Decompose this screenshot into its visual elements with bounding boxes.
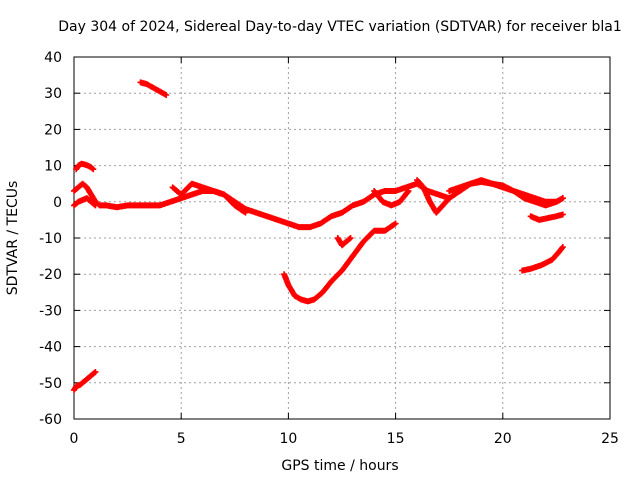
series-seg-e (137, 79, 170, 99)
series-seg-l (527, 211, 566, 223)
data-point (90, 166, 97, 173)
y-tick-label: 30 (44, 86, 62, 102)
data-point (391, 221, 398, 228)
data-point (559, 195, 566, 202)
series-seg-f (169, 180, 249, 216)
y-tick-label: 40 (44, 50, 62, 66)
chart-title: Day 304 of 2024, Sidereal Day-to-day VTE… (58, 19, 621, 35)
x-tick-label: 10 (279, 431, 297, 447)
data-point (92, 202, 99, 209)
y-axis-label: SDTVAR / TECUs (5, 181, 21, 296)
data-point (392, 220, 399, 227)
series-seg-b (73, 160, 97, 173)
data-point (89, 165, 96, 172)
series-seg-c (71, 177, 566, 231)
axis-ticks: 0 5 10 15 20 25 -60 -50 -40 -30 -20 -10 0 10 20 30 40 (39, 50, 619, 447)
y-tick-label: 0 (53, 195, 62, 211)
y-tick-label: 20 (44, 122, 62, 138)
x-tick-label: 25 (601, 431, 619, 447)
data-point (559, 211, 566, 218)
data-marks (71, 79, 566, 394)
series-seg-i (371, 187, 412, 209)
x-tick-label: 5 (177, 431, 186, 447)
y-tick-label: -30 (39, 303, 62, 319)
y-tick-label: -40 (39, 340, 62, 356)
series-seg-j (414, 177, 453, 216)
x-tick-label: 0 (70, 431, 79, 447)
series-seg-a (71, 368, 99, 394)
data-point (405, 187, 412, 194)
x-tick-label: 20 (494, 431, 512, 447)
y-tick-label: -20 (39, 267, 62, 283)
x-tick-label: 15 (387, 431, 405, 447)
data-point (446, 195, 453, 202)
data-point (163, 92, 170, 99)
data-point (92, 368, 99, 375)
series-seg-m (519, 244, 566, 274)
series-seg-k (446, 178, 566, 209)
y-tick-label: -10 (39, 231, 62, 247)
data-point (346, 235, 353, 242)
series-seg-h (334, 235, 354, 249)
data-point (91, 201, 98, 208)
y-tick-label: -50 (39, 376, 62, 392)
data-point (559, 244, 566, 251)
data-point (241, 208, 248, 215)
y-tick-label: 10 (44, 159, 62, 175)
data-point (242, 209, 249, 216)
data-point (404, 189, 411, 196)
series-seg-g (281, 220, 399, 305)
grid (74, 57, 610, 419)
data-point (347, 235, 354, 241)
data-point (91, 369, 98, 376)
x-axis-label: GPS time / hours (281, 458, 398, 474)
series-seg-d (71, 195, 99, 209)
data-point (558, 245, 565, 252)
y-tick-label: -60 (39, 412, 62, 428)
data-point (445, 196, 452, 203)
